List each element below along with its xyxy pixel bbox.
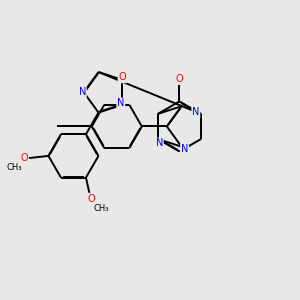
Text: N: N	[117, 98, 124, 108]
Text: O: O	[176, 74, 183, 84]
Text: O: O	[87, 194, 95, 204]
Text: O: O	[118, 72, 126, 82]
Text: N: N	[79, 87, 86, 97]
Text: N: N	[192, 107, 200, 118]
Text: CH₃: CH₃	[94, 204, 109, 213]
Text: N: N	[181, 144, 188, 154]
Text: N: N	[156, 138, 163, 148]
Text: O: O	[21, 153, 28, 164]
Text: CH₃: CH₃	[7, 163, 22, 172]
